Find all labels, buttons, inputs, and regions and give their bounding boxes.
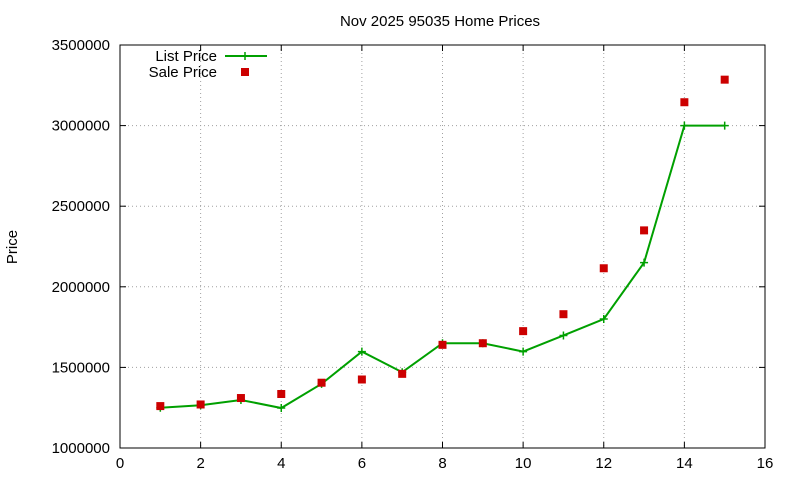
y-tick-label: 1500000 [52,359,110,376]
list-price-point [277,404,286,413]
sale-price-point [156,402,165,411]
sale-price-point [519,327,528,336]
legend-swatch-sale-price [241,68,249,76]
sale-price-point [236,394,245,403]
sale-price-point [317,378,326,387]
sale-price-point [357,375,366,384]
x-tick-label: 12 [595,455,612,472]
grid-lines [120,45,765,448]
sale-price-point [398,369,407,378]
series-layer [156,75,729,413]
sale-price-point [599,264,608,273]
sale-price-point [196,400,205,409]
sale-price-point [438,340,447,349]
x-tick-label: 16 [757,455,774,472]
list-price-point [559,331,568,340]
sale-price-point [559,310,568,319]
y-tick-label: 3500000 [52,37,110,54]
x-tick-label: 10 [515,455,532,472]
x-tick-label: 6 [358,455,366,472]
x-tick-label: 14 [676,455,693,472]
x-tick-label: 0 [116,455,124,472]
y-tick-label: 3000000 [52,118,110,135]
chart-title: Nov 2025 95035 Home Prices [340,13,540,30]
list-price-point [599,315,608,324]
y-tick-label: 2500000 [52,198,110,215]
axes: 0 2 4 6 8 10 12 14 16 1000000 1500000 2000000 250000… [52,37,774,472]
list-price-point [680,121,689,130]
list-price-point [519,347,528,356]
sale-price-point [720,75,729,84]
y-tick-label: 1000000 [52,440,110,457]
x-tick-label: 2 [196,455,204,472]
sale-price-point [640,226,649,235]
sale-price-point [478,339,487,348]
y-axis-title: Price [4,230,21,264]
x-tick-label: 8 [438,455,446,472]
legend-marker-list-price [241,52,249,60]
list-price-point [357,347,366,356]
list-price-point [640,258,649,267]
sale-price-point [277,389,286,398]
sale-price-point [680,98,689,107]
legend-label-sale-price: Sale Price [149,64,217,81]
legend-label-list-price: List Price [155,48,217,65]
list-price-point [720,121,729,130]
x-tick-label: 4 [277,455,285,472]
y-tick-label: 2000000 [52,279,110,296]
